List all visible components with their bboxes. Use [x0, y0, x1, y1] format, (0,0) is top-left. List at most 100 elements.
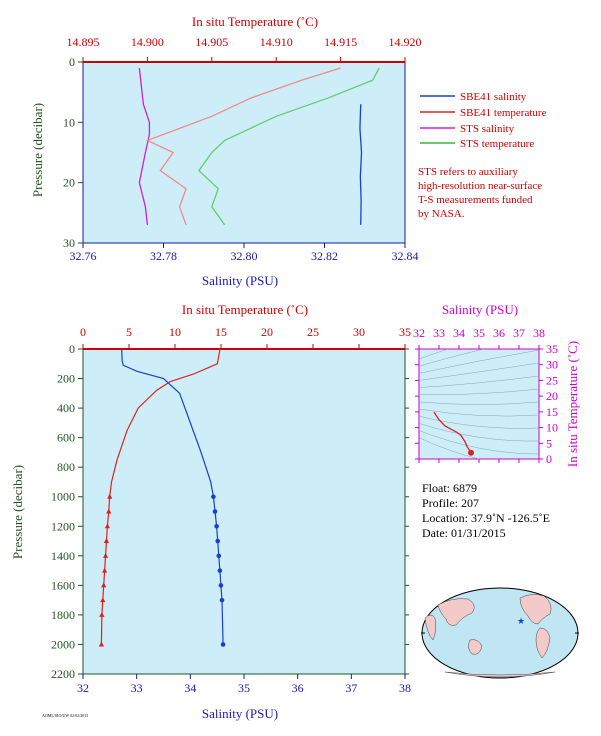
bottom-temp-tick-label: 15 [215, 325, 227, 339]
salinity-marker [211, 494, 216, 500]
ts-diagram: Salinity (PSU) In situ Temperature (˚C) … [413, 302, 580, 467]
salinity-marker [219, 597, 225, 603]
temperature-marker [102, 567, 108, 573]
top-pressure-tick-label: 30 [63, 236, 75, 250]
temperature-marker [101, 582, 107, 588]
bottom-pressure-tick-label: 1200 [51, 519, 75, 533]
bottom-pressure-axis-label: Pressure (decibar) [10, 465, 25, 559]
top-temp-tick-label: 14.895 [67, 35, 100, 49]
top-salinity-axis-label: Salinity (PSU) [202, 273, 278, 288]
ts-series [433, 411, 474, 456]
top-sal-tick-label: 32.82 [311, 249, 338, 263]
bottom-pressure-tick-label: 2200 [51, 667, 75, 681]
legend-label-sts-salinity: STS salinity [460, 123, 515, 135]
bottom-sal-tick-label: 33 [131, 681, 143, 695]
ts-temp-tick-label: 10 [546, 421, 558, 435]
density-contour [419, 437, 481, 459]
legend-label-sts-temperature: STS temperature [460, 138, 534, 150]
bottom-temp-tick-label: 5 [126, 325, 132, 339]
temperature-marker [103, 538, 110, 544]
ts-sal-tick-label: 34 [453, 326, 465, 340]
note-line-1: STS refers to auxiliary [418, 166, 518, 178]
bottom-pressure-tick-label: 1400 [51, 549, 75, 563]
ts-sal-tick-label: 38 [533, 326, 545, 340]
density-contour [419, 415, 539, 429]
top-sal-tick-label: 32.80 [231, 249, 258, 263]
density-contour [419, 349, 485, 367]
ts-sal-tick-label: 37 [513, 326, 525, 340]
salinity-marker [220, 642, 226, 647]
ts-temp-tick-label: 35 [546, 342, 558, 356]
top-series [138, 67, 380, 226]
location: Location: 37.9˚N -126.5˚E [422, 511, 550, 525]
bottom-temp-tick-label: 30 [353, 325, 365, 339]
bottom-pressure-tick-label: 600 [57, 431, 75, 445]
ts-temp-tick-label: 0 [546, 452, 552, 466]
ts-sal-tick-label: 35 [473, 326, 485, 340]
density-contour [419, 362, 539, 381]
ts-profile-line [433, 411, 472, 454]
density-contour [419, 423, 539, 442]
bottom-pressure-tick-label: 400 [57, 401, 75, 415]
bottom-sal-tick-label: 36 [292, 681, 304, 695]
temperature-marker [99, 611, 105, 617]
ts-density-contours [419, 349, 539, 459]
salinity-marker [212, 509, 218, 514]
ts-profile-endpoint [468, 449, 474, 456]
map-land [424, 594, 556, 678]
density-contour [419, 349, 449, 360]
bottom-temp-tick-label: 0 [80, 325, 86, 339]
land-antarctica [444, 671, 556, 678]
top-series-line [359, 104, 363, 225]
bottom-sal-tick-label: 32 [77, 681, 89, 695]
bottom-temp-tick-label: 20 [261, 325, 273, 339]
density-contour [419, 388, 539, 396]
top-series-line [145, 67, 341, 226]
temperature-marker [106, 508, 112, 514]
salinity-marker [217, 568, 223, 573]
ts-temperature-axis-label: In situ Temperature (˚C) [565, 341, 580, 467]
density-contour [419, 430, 539, 455]
float-position-marker: ★ [517, 616, 525, 626]
legend-label-sbe41-salinity: SBE41 salinity [460, 91, 527, 103]
bottom-pressure-tick-label: 2000 [51, 637, 75, 651]
bottom-series [98, 348, 226, 647]
bottom-sal-tick-label: 35 [238, 681, 250, 695]
land-asia [437, 598, 475, 626]
density-contour [419, 375, 539, 388]
salinity-marker [216, 553, 222, 559]
top-pressure-tick-label: 20 [63, 176, 75, 190]
bottom-temp-tick-label: 35 [399, 325, 411, 339]
legend-label-sbe41-temperature: SBE41 temperature [460, 107, 547, 119]
temperature-marker [104, 523, 110, 529]
sts-note: STS refers to auxiliary high-resolution … [418, 166, 542, 220]
bottom-pressure-tick-label: 0 [69, 342, 75, 356]
density-contour [419, 349, 539, 374]
top-temp-tick-label: 14.900 [131, 35, 164, 49]
world-map: ★ [421, 587, 579, 679]
bottom-pressure-tick-label: 800 [57, 460, 75, 474]
ts-temp-tick-label: 30 [546, 358, 558, 372]
temperature-marker [107, 493, 113, 499]
ts-salinity-axis-label: Salinity (PSU) [442, 302, 518, 317]
salinity-marker [215, 538, 221, 544]
top-ticks: 14.895 14.900 14.905 14.910 14.915 14.920 32.7… [63, 35, 422, 263]
note-line-2: high-resolution near-surface [418, 180, 542, 192]
top-sal-tick-label: 32.84 [392, 249, 419, 263]
legend: SBE41 salinity SBE41 temperature STS sal… [420, 91, 547, 150]
land-australia [468, 639, 483, 655]
bottom-temp-tick-label: 25 [307, 325, 319, 339]
top-temp-tick-label: 14.905 [195, 35, 228, 49]
bottom-sal-tick-label: 38 [399, 681, 411, 695]
top-temperature-axis-label: In situ Temperature (˚C) [192, 14, 318, 29]
ts-sal-tick-label: 32 [413, 326, 425, 340]
top-pressure-tick-label: 0 [69, 55, 75, 69]
top-temp-tick-label: 14.910 [260, 35, 293, 49]
density-contour [419, 401, 539, 405]
density-contour [419, 408, 539, 417]
top-temp-tick-label: 14.920 [389, 35, 422, 49]
bottom-plot-area [82, 348, 406, 675]
float-info: Float: 6879 Profile: 207 Location: 37.9˚… [422, 481, 550, 540]
